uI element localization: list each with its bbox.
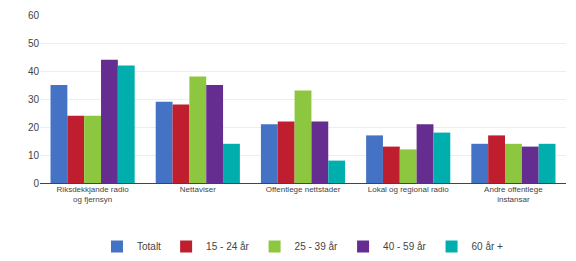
svg-text:40 - 59 år: 40 - 59 år (383, 241, 426, 252)
svg-text:Andre offentlegeinstansar: Andre offentlegeinstansar (484, 185, 543, 204)
svg-text:60 år +: 60 år + (472, 241, 504, 252)
svg-text:15 - 24 år: 15 - 24 år (206, 241, 249, 252)
svg-text:Totalt: Totalt (137, 241, 161, 252)
svg-text:25 - 39 år: 25 - 39 år (295, 241, 338, 252)
svg-text:Lokal og regional radio: Lokal og regional radio (368, 185, 449, 194)
svg-text:50: 50 (28, 38, 40, 49)
svg-text:0: 0 (33, 178, 39, 189)
svg-text:10: 10 (28, 150, 40, 161)
svg-text:Offentlege nettstader: Offentlege nettstader (266, 185, 341, 194)
svg-text:40: 40 (28, 66, 40, 77)
svg-text:60: 60 (28, 10, 40, 21)
svg-text:20: 20 (28, 122, 40, 133)
svg-text:30: 30 (28, 94, 40, 105)
svg-text:Riksdekkjande radioog fjernsyn: Riksdekkjande radioog fjernsyn (57, 185, 130, 204)
svg-text:Nettaviser: Nettaviser (180, 185, 216, 194)
